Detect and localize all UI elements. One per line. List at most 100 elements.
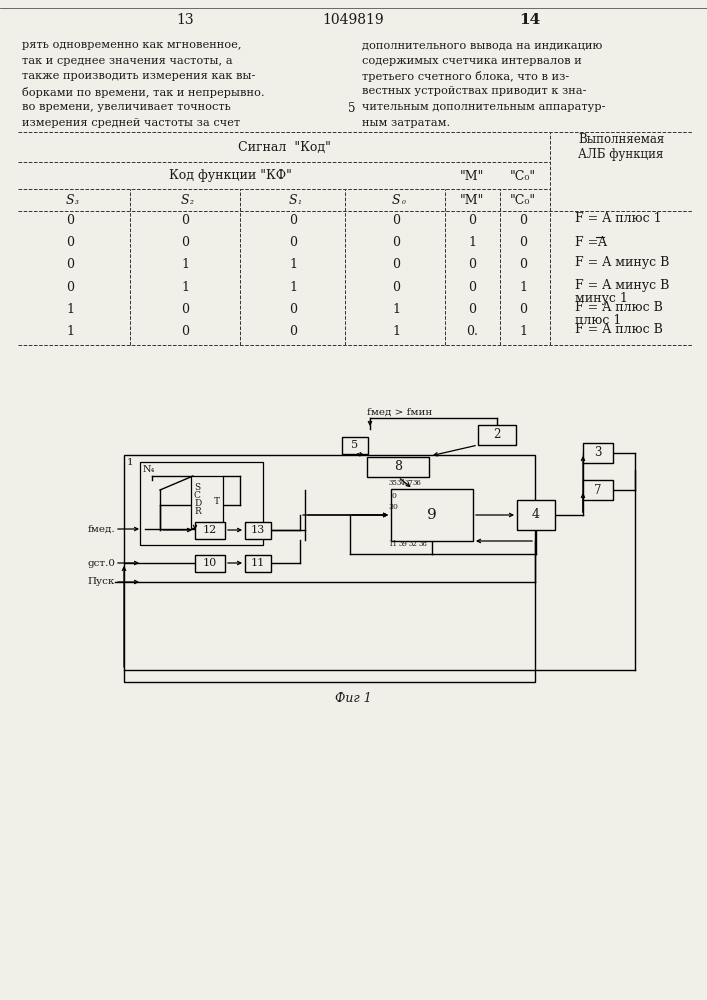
Text: 1: 1 (392, 303, 400, 316)
Bar (191, 476, 223, 528)
Text: 0.: 0. (466, 325, 478, 338)
Text: 0: 0 (519, 303, 527, 316)
Text: S: S (194, 484, 200, 492)
Text: Пуск: Пуск (88, 578, 115, 586)
Bar (195, 554, 225, 572)
Text: 0: 0 (468, 214, 476, 227)
Text: 4: 4 (532, 508, 540, 522)
Text: 0: 0 (66, 281, 74, 294)
Text: F = A плюс B: F = A плюс B (575, 323, 663, 336)
Text: 9: 9 (427, 508, 437, 522)
Text: 10: 10 (203, 558, 217, 568)
Text: 0: 0 (468, 258, 476, 271)
Text: 1: 1 (289, 258, 297, 271)
Text: 0: 0 (181, 236, 189, 249)
Text: 0: 0 (392, 492, 397, 500)
Bar (245, 554, 271, 572)
Text: 37: 37 (404, 479, 414, 487)
Text: fмед.: fмед. (88, 524, 115, 534)
Text: 0: 0 (181, 303, 189, 316)
Text: F = A минус B: F = A минус B (575, 256, 670, 269)
Text: 5: 5 (351, 440, 358, 450)
Text: 11: 11 (251, 558, 265, 568)
Text: 0: 0 (66, 258, 74, 271)
Text: содержимых счетчика интервалов и: содержимых счетчика интервалов и (362, 55, 582, 66)
Text: S: S (392, 194, 400, 207)
Text: 1: 1 (519, 325, 527, 338)
Text: 39: 39 (399, 540, 407, 548)
Text: Сигнал  "Код": Сигнал "Код" (238, 140, 330, 153)
Text: 0: 0 (181, 214, 189, 227)
Text: 0: 0 (289, 325, 297, 338)
Text: 0: 0 (66, 236, 74, 249)
Text: 13: 13 (251, 525, 265, 535)
Text: "C₀": "C₀" (510, 194, 536, 207)
Text: S: S (66, 194, 74, 207)
Text: 14: 14 (520, 13, 541, 27)
Text: 0: 0 (392, 258, 400, 271)
Text: 1: 1 (468, 236, 476, 249)
Text: 1: 1 (519, 281, 527, 294)
Text: минус 1: минус 1 (575, 292, 628, 305)
Text: 0: 0 (289, 303, 297, 316)
Text: третьего счетного блока, что в из-: третьего счетного блока, что в из- (362, 71, 569, 82)
Text: 0: 0 (181, 325, 189, 338)
Text: F = A плюс B: F = A плюс B (575, 301, 663, 314)
Text: также производить измерения как вы-: также производить измерения как вы- (22, 71, 255, 81)
Text: N₄: N₄ (143, 465, 156, 474)
Text: F =: F = (575, 236, 602, 249)
Bar (124, 455, 535, 682)
Text: 0: 0 (392, 281, 400, 294)
Text: 5: 5 (349, 102, 356, 115)
Text: Код функции "КФ": Код функции "КФ" (168, 169, 291, 182)
Text: S: S (181, 194, 189, 207)
Text: "M": "M" (460, 194, 484, 207)
Text: "C₀": "C₀" (510, 169, 536, 182)
Text: 12: 12 (203, 525, 217, 535)
Text: борками по времени, так и непрерывно.: борками по времени, так и непрерывно. (22, 87, 264, 98)
Text: 1: 1 (181, 258, 189, 271)
Text: 1: 1 (127, 458, 134, 467)
Text: 35: 35 (389, 479, 397, 487)
Text: 2: 2 (493, 428, 501, 442)
Text: ₁: ₁ (298, 198, 302, 207)
Text: Выполняемая
АЛБ функция: Выполняемая АЛБ функция (578, 133, 664, 161)
Text: во времени, увеличивает точность: во времени, увеличивает точность (22, 102, 230, 112)
Text: 3: 3 (595, 446, 602, 460)
Text: так и среднее значения частоты, а: так и среднее значения частоты, а (22, 55, 233, 66)
Text: "M": "M" (460, 169, 484, 182)
Text: 1: 1 (289, 281, 297, 294)
Text: ₂: ₂ (190, 198, 194, 207)
Text: F = A минус B: F = A минус B (575, 279, 670, 292)
Text: 0: 0 (468, 303, 476, 316)
Text: 1049819: 1049819 (322, 13, 384, 27)
Text: 0: 0 (66, 214, 74, 227)
Text: 7: 7 (595, 484, 602, 496)
Text: 1: 1 (66, 303, 74, 316)
Text: gст.0: gст.0 (87, 558, 115, 568)
Text: дополнительного вывода на индикацию: дополнительного вывода на индикацию (362, 40, 602, 50)
Bar (478, 425, 516, 445)
Text: S: S (288, 194, 298, 207)
Bar (391, 489, 473, 541)
Text: чительным дополнительным аппаратур-: чительным дополнительным аппаратур- (362, 102, 605, 112)
Text: рять одновременно как мгновенное,: рять одновременно как мгновенное, (22, 40, 242, 50)
Text: 32: 32 (409, 540, 417, 548)
Text: C: C (194, 491, 201, 500)
Text: 0: 0 (289, 214, 297, 227)
Bar (140, 462, 263, 545)
Text: 0: 0 (392, 214, 400, 227)
Bar (245, 522, 271, 538)
Text: 0: 0 (519, 214, 527, 227)
Bar (583, 480, 613, 500)
Text: плюс 1: плюс 1 (575, 314, 621, 327)
Bar (195, 522, 225, 538)
Text: 8: 8 (394, 460, 402, 474)
Bar (342, 436, 368, 454)
Text: 11: 11 (389, 540, 397, 548)
Text: 30: 30 (388, 503, 398, 511)
Text: 1: 1 (392, 325, 400, 338)
Text: 1: 1 (181, 281, 189, 294)
Text: измерения средней частоты за счет: измерения средней частоты за счет (22, 117, 240, 127)
Text: ным затратам.: ным затратам. (362, 117, 450, 127)
